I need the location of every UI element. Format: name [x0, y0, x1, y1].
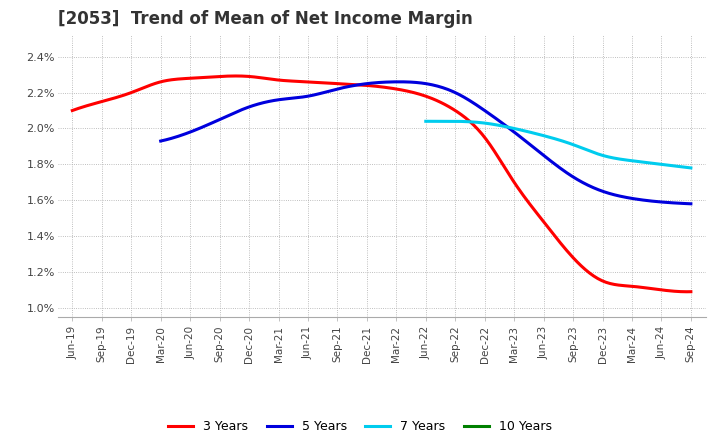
5 Years — [687, 201, 696, 206]
7 Years — [687, 165, 696, 171]
3 Years — [231, 73, 240, 79]
7 Years — [580, 147, 589, 152]
7 Years — [646, 160, 654, 165]
3 Years — [683, 289, 691, 294]
3 Years — [436, 99, 445, 105]
7 Years — [585, 148, 593, 154]
Line: 3 Years: 3 Years — [72, 76, 691, 292]
3 Years — [449, 106, 457, 112]
5 Years — [158, 138, 167, 143]
3 Years — [438, 101, 447, 106]
7 Years — [580, 146, 588, 151]
5 Years — [639, 198, 647, 203]
5 Years — [396, 79, 405, 84]
Line: 5 Years: 5 Years — [161, 82, 691, 204]
3 Years — [631, 284, 639, 289]
3 Years — [68, 108, 76, 113]
7 Years — [662, 162, 671, 168]
7 Years — [421, 119, 430, 124]
Legend: 3 Years, 5 Years, 7 Years, 10 Years: 3 Years, 5 Years, 7 Years, 10 Years — [163, 415, 557, 438]
5 Years — [605, 191, 613, 196]
5 Years — [482, 110, 491, 115]
7 Years — [442, 119, 451, 124]
Line: 7 Years: 7 Years — [426, 121, 691, 168]
3 Years — [687, 289, 696, 294]
5 Years — [474, 103, 482, 109]
Text: [2053]  Trend of Mean of Net Income Margin: [2053] Trend of Mean of Net Income Margi… — [58, 10, 472, 28]
5 Years — [156, 139, 165, 144]
5 Years — [472, 102, 481, 107]
3 Years — [591, 275, 600, 280]
7 Years — [423, 119, 431, 124]
3 Years — [70, 107, 78, 113]
